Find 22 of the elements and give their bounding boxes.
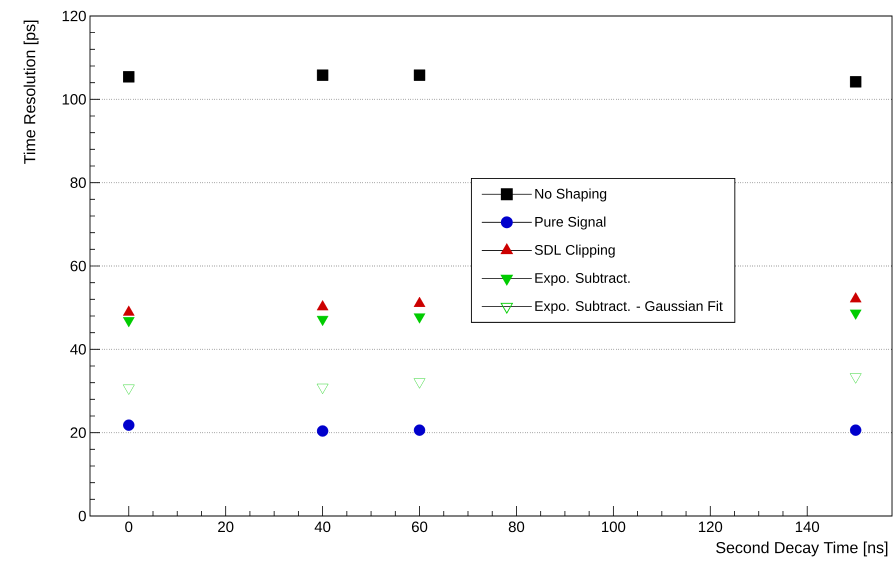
y-tick-label: 0 xyxy=(78,510,86,522)
y-tick-label: 120 xyxy=(62,10,86,22)
legend-label: Expo. Subtract. - Gaussian Fit xyxy=(535,300,723,314)
x-axis-title: Second Decay Time [ns] xyxy=(716,542,888,556)
y-tick-label: 40 xyxy=(70,344,86,355)
legend-label: SDL Clipping xyxy=(534,244,615,258)
x-tick-label: 0 xyxy=(125,522,132,532)
x-tick-label: 40 xyxy=(314,522,330,532)
y-axis-title: Time Resolution [ps] xyxy=(24,20,38,164)
x-tick-label: 100 xyxy=(602,522,626,532)
y-tick-label: 100 xyxy=(62,94,86,105)
x-tick-label: 140 xyxy=(796,522,820,532)
y-tick-label: 80 xyxy=(70,177,86,188)
x-tick-label: 60 xyxy=(412,522,428,532)
y-tick-label: 60 xyxy=(70,260,86,272)
y-tick-label: 20 xyxy=(70,427,86,438)
x-tick-label: 80 xyxy=(508,522,524,532)
legend-label: Expo. Subtract. xyxy=(535,272,630,286)
legend-label: Pure Signal xyxy=(535,216,606,230)
legend-label: No Shaping xyxy=(535,188,606,202)
x-tick-label: 120 xyxy=(698,522,722,532)
x-tick-label: 20 xyxy=(218,522,234,532)
